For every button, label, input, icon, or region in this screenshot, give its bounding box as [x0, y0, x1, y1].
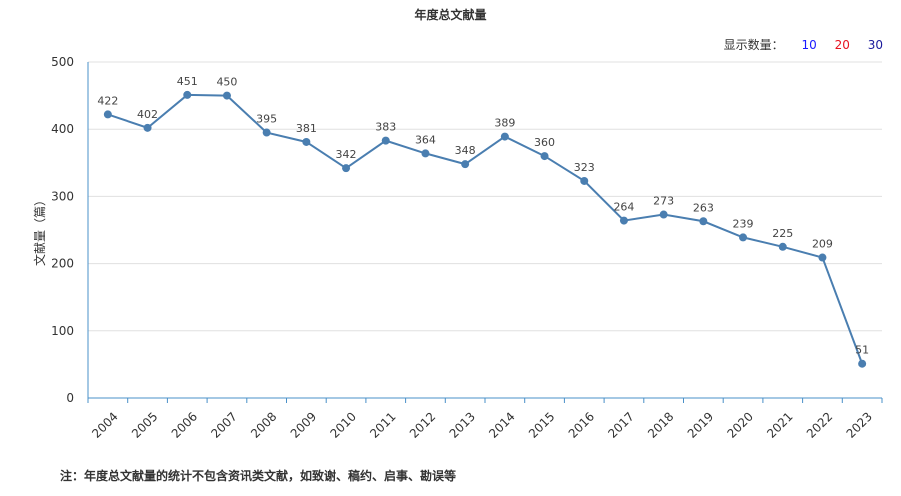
data-point: [699, 217, 708, 226]
data-point: [222, 91, 231, 100]
data-point: [103, 110, 112, 119]
data-label: 273: [653, 195, 674, 208]
x-tick-label: 2013: [447, 409, 478, 440]
x-tick-label: 2010: [327, 409, 358, 440]
data-label: 383: [375, 121, 396, 134]
data-point: [500, 132, 509, 141]
x-tick-label: 2023: [844, 409, 875, 440]
chart-title: 年度总文献量: [414, 8, 487, 22]
data-point: [421, 149, 430, 158]
x-tick-label: 2008: [248, 409, 279, 440]
x-tick-label: 2022: [804, 409, 835, 440]
data-label: 323: [574, 161, 595, 174]
display-count-label: 显示数量：: [723, 38, 784, 52]
data-label: 422: [97, 94, 118, 107]
data-point: [183, 90, 192, 99]
x-tick-label: 2012: [407, 409, 438, 440]
data-point: [619, 216, 628, 225]
footnote: 注：年度总文献量的统计不包含资讯类文献，如致谢、稿约、启事、勘误等: [60, 469, 457, 483]
display-count-selector: 显示数量： 10 20 30: [724, 36, 883, 53]
x-axis: 2004 2005 2006 2007 2008 2009 2010 2011 2012 2013…: [87, 397, 883, 441]
data-point: [580, 176, 589, 185]
data-label: 451: [177, 75, 198, 88]
data-point: [778, 242, 787, 251]
y-tick-label: 500: [51, 55, 74, 69]
gridlines: [88, 61, 882, 332]
data-point: [540, 152, 549, 161]
x-tick-label: 2019: [685, 409, 716, 440]
data-labels: 422 402 451 450 395 381 342 383 364 348 389 360 323 2…: [97, 75, 869, 357]
x-tick-label: 2006: [169, 409, 200, 440]
x-tick-label: 2018: [645, 409, 676, 440]
display-count-option-20[interactable]: 20: [834, 38, 850, 52]
x-tick-label: 2021: [764, 409, 795, 440]
data-points: [103, 90, 867, 368]
y-tick-label: 100: [51, 324, 74, 338]
data-point: [381, 136, 390, 145]
y-tick-label: 200: [51, 257, 74, 271]
data-label: 348: [455, 144, 476, 157]
data-point: [342, 164, 351, 173]
data-label: 450: [216, 76, 237, 89]
x-tick-label: 2014: [486, 409, 517, 440]
data-label: 395: [256, 113, 277, 126]
display-count-option-30[interactable]: 30: [867, 38, 883, 52]
x-tick-label: 2016: [566, 409, 597, 440]
data-label: 381: [296, 122, 317, 135]
x-tick-label: 2005: [129, 409, 160, 440]
y-tick-label: 0: [66, 391, 74, 405]
x-tick-label: 2017: [605, 409, 636, 440]
x-tick-label: 2020: [724, 409, 755, 440]
y-tick-label: 400: [51, 122, 74, 136]
x-tick-label: 2009: [288, 409, 319, 440]
data-point: [818, 253, 827, 262]
y-tick-label: 300: [51, 189, 74, 203]
data-point: [461, 160, 470, 169]
data-point: [262, 128, 271, 137]
data-label: 402: [137, 108, 158, 121]
data-label: 263: [693, 201, 714, 214]
y-axis-label: 文献量（篇）: [32, 194, 47, 266]
data-point: [659, 210, 668, 219]
data-label: 209: [812, 238, 833, 251]
data-label: 360: [534, 136, 555, 149]
x-tick-label: 2007: [208, 409, 239, 440]
data-label: 225: [772, 227, 793, 240]
data-point: [302, 137, 311, 146]
data-label: 264: [613, 201, 634, 214]
y-axis: 0 100 200 300 400 500: [51, 55, 89, 405]
data-point: [858, 359, 867, 368]
display-count-option-10[interactable]: 10: [801, 38, 817, 52]
data-label: 51: [855, 344, 869, 357]
x-tick-label: 2004: [89, 409, 120, 440]
series-line: [107, 93, 864, 365]
data-point: [143, 123, 152, 132]
x-tick-label: 2015: [526, 409, 557, 440]
data-point: [739, 233, 748, 242]
data-label: 389: [494, 117, 515, 130]
data-label: 342: [336, 148, 357, 161]
data-label: 364: [415, 133, 436, 146]
x-tick-label: 2011: [367, 409, 398, 440]
data-label: 239: [733, 217, 754, 230]
series-polyline: [107, 93, 864, 365]
